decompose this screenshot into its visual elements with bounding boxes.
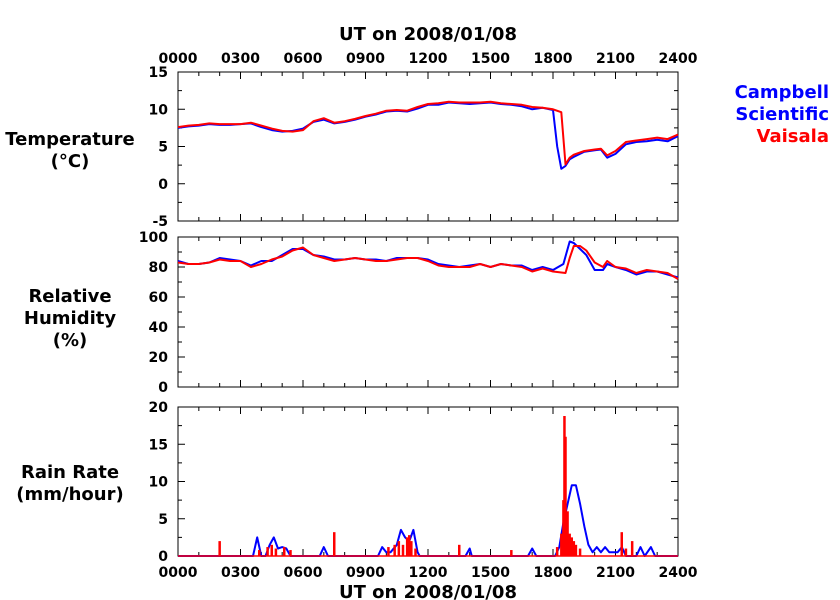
panel-frame xyxy=(177,406,679,557)
y-tick-label: 0 xyxy=(158,380,168,396)
bottom-x-tick-label: 1200 xyxy=(409,565,448,581)
chart-title-top: UT on 2008/01/08 xyxy=(339,24,517,45)
series-line-campbell xyxy=(178,484,678,557)
y-tick-label: -5 xyxy=(152,214,168,230)
y-axis-label: Humidity xyxy=(24,308,116,329)
top-x-tick-label: 1200 xyxy=(409,51,448,67)
legend-entry: Scientific xyxy=(735,104,829,125)
y-tick-label: 5 xyxy=(158,140,168,156)
legend-entry: Campbell xyxy=(735,82,829,103)
y-tick-label: 40 xyxy=(149,320,169,336)
y-tick-label: 15 xyxy=(149,437,168,453)
y-tick-label: 60 xyxy=(149,290,169,306)
y-tick-label: 100 xyxy=(139,230,168,246)
legend-entry: Vaisala xyxy=(757,126,829,147)
y-axis-label: Relative xyxy=(28,286,111,307)
bottom-x-tick-label: 2400 xyxy=(659,565,698,581)
series-line-vaisala xyxy=(177,245,679,280)
y-tick-label: 0 xyxy=(158,549,168,565)
top-x-tick-label: 1500 xyxy=(471,51,510,67)
y-tick-label: 20 xyxy=(149,350,169,366)
series-line-campbell xyxy=(177,240,679,279)
top-x-tick-label: 0600 xyxy=(284,51,323,67)
top-x-tick-label: 1800 xyxy=(534,51,573,67)
top-x-tick-label: 0000 xyxy=(159,51,198,67)
y-axis-label: Temperature xyxy=(5,129,134,150)
bottom-x-tick-label: 0600 xyxy=(284,565,323,581)
y-tick-label: 20 xyxy=(149,400,169,416)
top-x-tick-label: 2400 xyxy=(659,51,698,67)
panel-frame xyxy=(177,71,679,222)
y-axis-label: (°C) xyxy=(51,151,90,172)
top-x-tick-label: 0900 xyxy=(346,51,385,67)
bottom-x-tick-label: 1800 xyxy=(534,565,573,581)
bottom-x-tick-label: 1500 xyxy=(471,565,510,581)
panel-rain: 0 5 10 15 20 Rain Rate(mm/hour) xyxy=(16,400,679,565)
y-tick-label: 80 xyxy=(149,260,169,276)
y-tick-label: 0 xyxy=(158,177,168,193)
y-tick-label: 15 xyxy=(149,65,168,81)
bottom-x-tick-labels: 0000 0300 0600 0900 1200 1500 1800 2100 2400 xyxy=(159,565,698,581)
y-axis-label: (%) xyxy=(53,330,88,351)
y-tick-label: 10 xyxy=(149,475,169,491)
y-axis-label: Rain Rate xyxy=(21,462,119,483)
top-x-tick-label: 2100 xyxy=(596,51,635,67)
panel-temperature: -5 0 5 10 15 Temperature(°C) xyxy=(5,65,679,230)
y-tick-label: 10 xyxy=(149,102,169,118)
series-line-vaisala xyxy=(177,100,679,166)
x-axis-label: UT on 2008/01/08 xyxy=(339,582,517,600)
y-axis-label: (mm/hour) xyxy=(16,484,123,505)
top-x-tick-labels: 0000 0300 0600 0900 1200 1500 1800 2100 2400 xyxy=(159,51,698,67)
bottom-x-tick-label: 0900 xyxy=(346,565,385,581)
chart-panels: -5051015Temperature(°C)020406080100Relat… xyxy=(5,65,679,565)
y-tick-label: 5 xyxy=(158,512,168,528)
bottom-x-tick-label: 2100 xyxy=(596,565,635,581)
series-line-campbell xyxy=(177,101,679,170)
bottom-x-tick-label: 0000 xyxy=(159,565,198,581)
top-x-tick-label: 0300 xyxy=(221,51,260,67)
bottom-x-tick-label: 0300 xyxy=(221,565,260,581)
